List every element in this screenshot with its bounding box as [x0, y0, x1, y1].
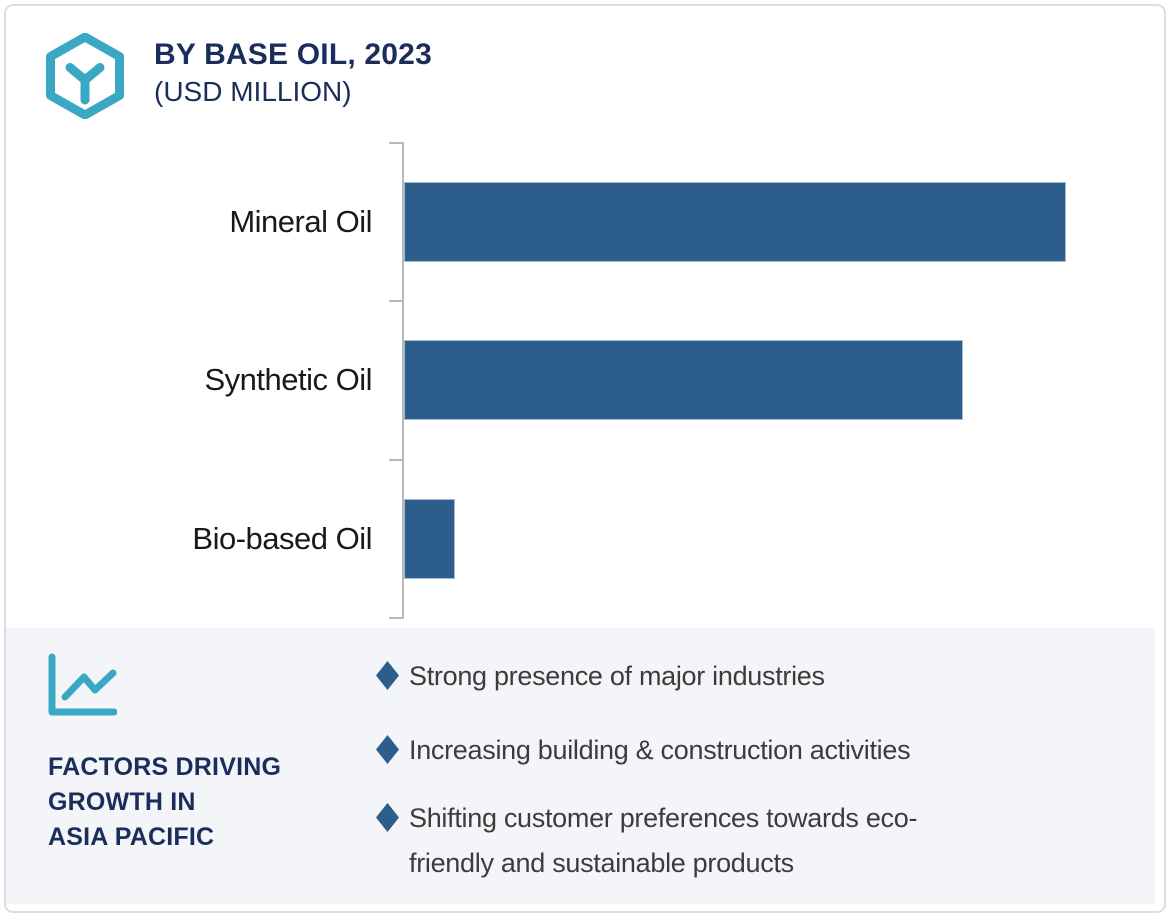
infographic-card: BY BASE OIL, 2023 (USD MILLION) Mineral … — [4, 4, 1166, 913]
category-label: Bio-based Oil — [192, 520, 372, 556]
y-axis-line — [402, 143, 404, 618]
factors-heading: FACTORS DRIVING GROWTH IN ASIA PACIFIC — [48, 753, 282, 851]
diamond-bullet-icon — [376, 803, 399, 832]
bar-mineral-oil — [404, 182, 1066, 263]
factors-bullet-list: Strong presence of major industries Incre… — [376, 654, 1024, 886]
chart-title: BY BASE OIL, 2023 — [154, 38, 432, 71]
chart-row: Mineral Oil — [6, 143, 1164, 301]
factor-bullet: Strong presence of major industries — [376, 654, 1024, 699]
category-label: Mineral Oil — [229, 204, 372, 240]
factor-bullet-text: Shifting customer preferences towards ec… — [409, 803, 918, 878]
bar-chart: Mineral Oil Synthetic Oil Bio-based Oil — [6, 142, 1164, 619]
factors-panel: FACTORS DRIVING GROWTH IN ASIA PACIFIC S… — [6, 628, 1155, 904]
factor-bullet-text: Strong presence of major industries — [409, 661, 825, 691]
chart-subtitle: (USD MILLION) — [154, 76, 352, 107]
axis-tick — [389, 300, 404, 303]
bar-synthetic-oil — [404, 340, 964, 421]
diamond-bullet-icon — [376, 661, 399, 690]
factor-bullet-text: Increasing building & construction activ… — [409, 735, 911, 765]
category-label: Synthetic Oil — [204, 362, 372, 398]
chart-row: Synthetic Oil — [6, 301, 1164, 459]
diamond-bullet-icon — [376, 735, 399, 764]
axis-tick — [389, 142, 404, 144]
line-chart-icon — [48, 653, 117, 716]
bar-bio-based-oil — [404, 498, 455, 579]
axis-tick — [389, 458, 404, 461]
chart-row: Bio-based Oil — [6, 460, 1164, 618]
factor-bullet: Shifting customer preferences towards ec… — [376, 796, 1024, 886]
factor-bullet: Increasing building & construction activ… — [376, 728, 1024, 773]
axis-tick — [389, 617, 404, 619]
chart-header: BY BASE OIL, 2023 (USD MILLION) — [154, 36, 432, 110]
hexagon-cube-icon — [46, 33, 124, 119]
